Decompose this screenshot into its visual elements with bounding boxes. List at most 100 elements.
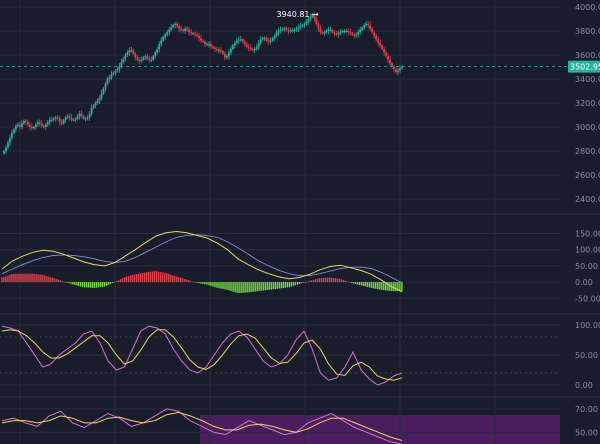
candle-body [112, 73, 115, 75]
candle-body [353, 34, 356, 36]
macd-histogram-bar [202, 282, 204, 284]
macd-histogram-bar [17, 273, 19, 283]
y-tick-label: -50.00 [575, 294, 600, 303]
candle-body [247, 46, 250, 48]
candle-body [305, 21, 308, 24]
y-tick-label: 3200.00 [575, 99, 600, 108]
macd-histogram-bar [87, 282, 90, 288]
candle-body [64, 117, 67, 120]
price-axis[interactable]: 4000.00 3800.00 3600.00 3400.00 3200.00 3000.… [575, 3, 600, 437]
candle-body [9, 137, 11, 143]
candle-body [347, 31, 350, 33]
y-tick-label: 50.00 [575, 428, 598, 437]
candle-body [333, 32, 336, 34]
macd-histogram-bar [143, 272, 146, 283]
macd-histogram-bar [387, 282, 389, 291]
macd-histogram-bar [164, 272, 166, 283]
candle-body [277, 31, 280, 33]
candle-body [253, 49, 256, 51]
candle-body [110, 74, 113, 78]
macd-histogram-bar [365, 282, 367, 287]
macd-histogram-bar [226, 282, 228, 290]
macd-histogram-bar [224, 282, 226, 290]
stochastic-panel-1[interactable] [0, 325, 560, 386]
candle-body [198, 35, 200, 39]
candle-body [391, 63, 393, 67]
candle-body [144, 56, 147, 58]
macd-histogram-bar [109, 282, 112, 284]
y-tick-label: 150.00 [575, 229, 600, 238]
macd-histogram-bar [127, 275, 130, 283]
candle-body [172, 25, 175, 28]
candle-body [7, 142, 9, 148]
macd-histogram-bar [186, 279, 188, 283]
macd-histogram-bar [168, 273, 170, 283]
candle-body [255, 46, 258, 49]
candle-body [323, 32, 326, 34]
macd-histogram-bar [29, 273, 31, 283]
candle-body [389, 59, 391, 64]
candle-body [76, 116, 79, 119]
macd-histogram-bar [53, 278, 55, 283]
macd-histogram-bar [310, 280, 313, 283]
candle-body [225, 56, 228, 58]
stochastic-panel-2[interactable] [1, 408, 403, 444]
candle-body [261, 38, 264, 40]
candle-body [285, 28, 288, 30]
macd-histogram-bar [276, 282, 278, 289]
macd-histogram-bar [57, 279, 59, 283]
y-tick-label: 100.00 [575, 321, 600, 330]
candle-body [257, 43, 260, 47]
candle-body [186, 28, 188, 30]
candle-body [28, 124, 31, 127]
candle-body [289, 31, 292, 32]
macd-histogram-bar [188, 280, 190, 283]
macd-histogram-bar [395, 282, 397, 292]
macd-histogram-bar [119, 279, 122, 283]
candle-body [222, 51, 224, 54]
macd-histogram-bar [254, 282, 256, 292]
macd-histogram-bar [262, 282, 264, 291]
macd-histogram-bar [302, 282, 305, 283]
candle-body [142, 57, 145, 60]
macd-histogram-bar [43, 275, 45, 283]
macd-histogram-bar [250, 282, 252, 293]
candle-body [349, 32, 352, 34]
candle-body [283, 28, 286, 30]
macd-histogram-bar [296, 282, 299, 285]
candle-body [128, 50, 131, 53]
macd-histogram-bar [85, 282, 88, 288]
current-price-tag [568, 60, 600, 73]
macd-histogram-bar [166, 273, 168, 283]
price-panel[interactable] [0, 12, 568, 155]
macd-histogram-bar [256, 282, 258, 292]
candle-body [311, 14, 314, 17]
macd-histogram-bar [216, 282, 218, 288]
macd-histogram-bar [67, 282, 69, 283]
macd-histogram-bar [244, 282, 246, 293]
macd-histogram-bar [393, 282, 395, 292]
macd-histogram-bar [336, 278, 339, 283]
macd-histogram-bar [304, 282, 307, 283]
candle-body [269, 40, 272, 42]
macd-histogram-bar [338, 278, 341, 283]
macd-histogram-bar [147, 271, 150, 283]
macd-histogram-bar [107, 282, 110, 285]
candle-body [337, 33, 340, 35]
candle-body [313, 14, 316, 19]
macd-histogram-bar [162, 272, 164, 283]
macd-histogram-bar [81, 282, 84, 287]
candle-body [231, 45, 234, 49]
candle-body [379, 43, 382, 46]
macd-histogram-bar [292, 282, 295, 286]
candle-body [249, 47, 252, 49]
y-tick-label: 70.00 [575, 405, 598, 414]
candle-body [329, 29, 332, 31]
macd-panel[interactable] [1, 230, 403, 294]
y-tick-label: 2800.00 [575, 147, 600, 156]
candle-body [239, 39, 242, 41]
candle-body [299, 26, 302, 28]
candle-body [136, 57, 139, 60]
